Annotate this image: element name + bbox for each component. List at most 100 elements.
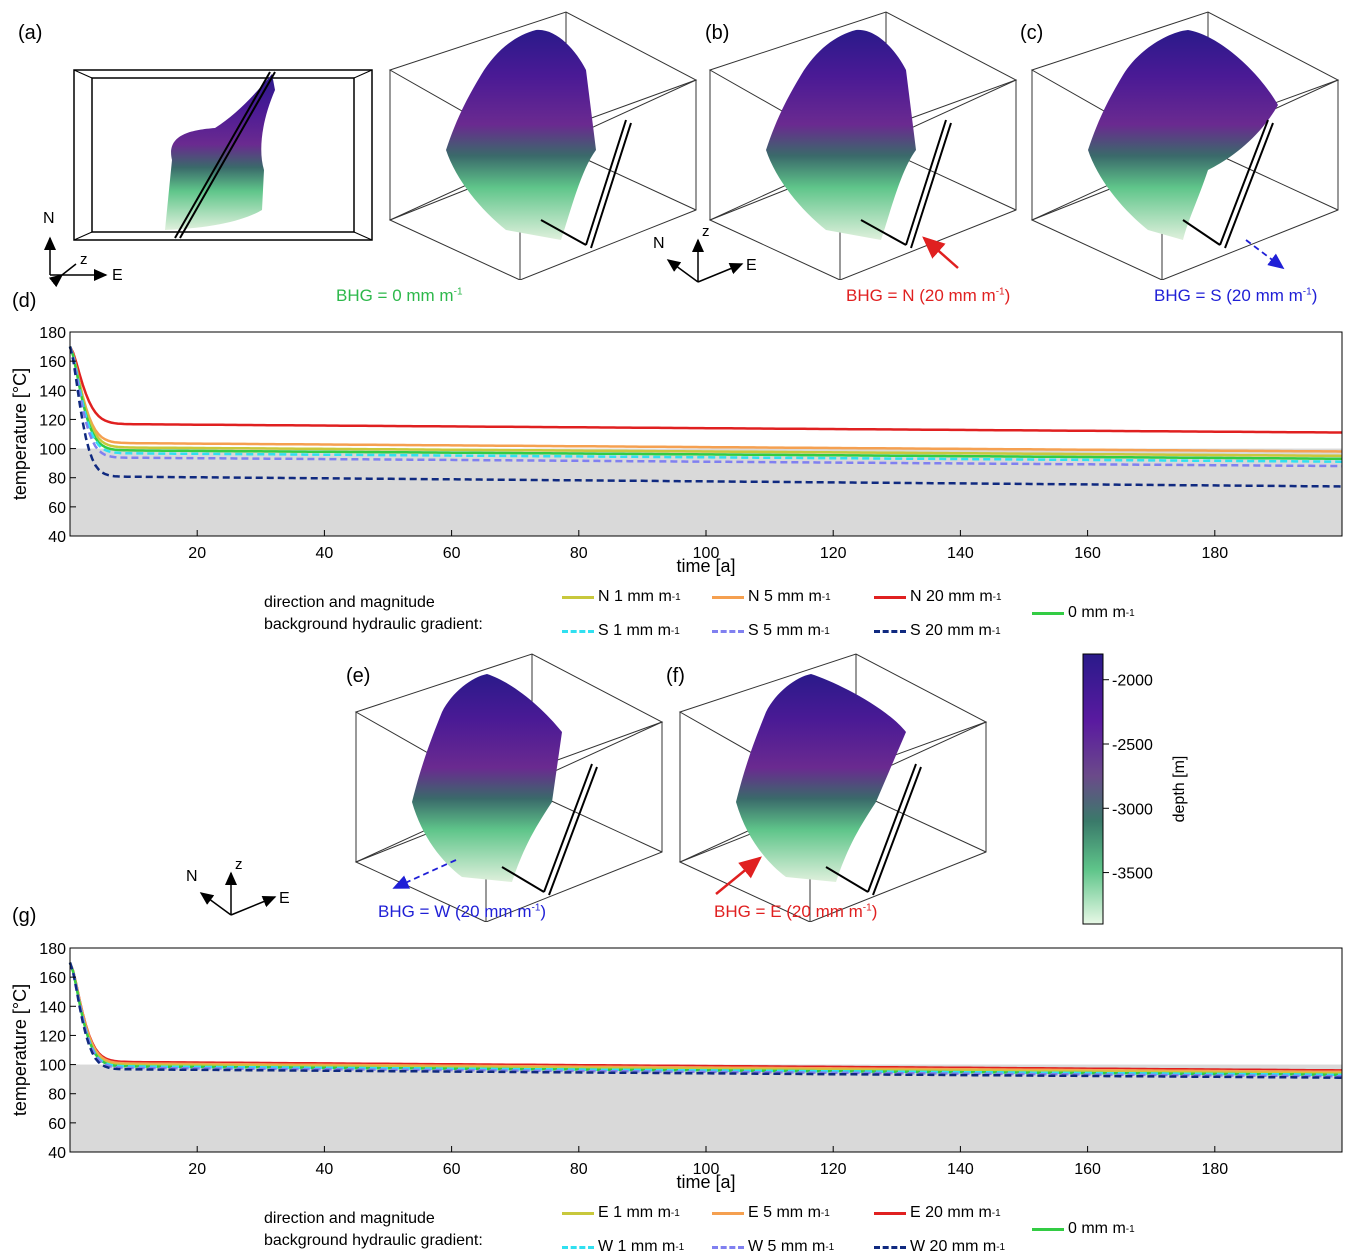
legend-label-exponent: -1 bbox=[675, 1241, 685, 1253]
legend-label: N 5 mm m bbox=[748, 588, 822, 605]
legend-label: N 1 mm m bbox=[598, 588, 672, 605]
y-tick-label: 60 bbox=[48, 1116, 66, 1133]
legend-g: E 1 mm m -1 E 5 mm m -1 E 20 mm m -1 W 1 mm m-… bbox=[562, 1204, 1172, 1260]
bhg-east-arrow bbox=[715, 856, 762, 895]
shaded-region-below-threshold bbox=[70, 448, 1342, 536]
z-axis-arrow bbox=[48, 263, 77, 288]
y-tick-label: 100 bbox=[39, 442, 66, 459]
bhg-label-zero: BHG = 0 mm m-1 bbox=[336, 286, 463, 305]
x-tick-label: 120 bbox=[820, 545, 847, 562]
legend-item: W 1 mm m -1 bbox=[562, 1238, 684, 1256]
legend-swatch bbox=[874, 1245, 906, 1249]
fracture-surface bbox=[446, 29, 596, 241]
panel-label-g: (g) bbox=[12, 905, 37, 927]
colorbar-gradient bbox=[1082, 653, 1104, 925]
legend-swatch bbox=[562, 629, 594, 633]
axis-glyph-n: N bbox=[653, 235, 665, 252]
y-tick-label: 160 bbox=[39, 354, 66, 371]
panel-label-d: (d) bbox=[12, 290, 37, 312]
legend-swatch bbox=[712, 1211, 744, 1215]
legend-label: 0 mm m bbox=[1068, 1220, 1126, 1237]
x-tick-label: 80 bbox=[570, 545, 588, 562]
series-line-W-1-mm-m-1 bbox=[68, 962, 1343, 1077]
legend-swatch bbox=[562, 595, 594, 599]
series-line-E-5-mm-m-1 bbox=[68, 962, 1343, 1074]
fracture-surface bbox=[766, 29, 916, 241]
x-axis-title: time [a] bbox=[676, 556, 735, 576]
colorbar-tick-label: -3000 bbox=[1112, 801, 1153, 818]
legend-label: E 5 mm m bbox=[748, 1204, 821, 1221]
bhg-label-south: BHG = S (20 mm m-1) bbox=[1154, 286, 1318, 305]
x-tick-label: 20 bbox=[188, 545, 206, 562]
legend-item: N 1 mm m -1 bbox=[562, 588, 681, 606]
legend-swatch bbox=[874, 595, 906, 599]
panel-a-3d-view bbox=[388, 11, 698, 280]
y-tick-label: 180 bbox=[39, 941, 66, 958]
series-line-E-1-mm-m-1 bbox=[68, 962, 1342, 1075]
y-tick-label: 40 bbox=[48, 1145, 66, 1162]
panel-label-f: (f) bbox=[666, 665, 685, 687]
legend-item: E 20 mm m -1 bbox=[874, 1204, 1001, 1222]
x-tick-label: 40 bbox=[316, 545, 334, 562]
axis-glyph-n: N bbox=[43, 210, 55, 227]
y-tick-label: 100 bbox=[39, 1058, 66, 1075]
colorbar-tick-label: -2000 bbox=[1112, 673, 1153, 690]
colorbar-title: depth [m] bbox=[1171, 756, 1188, 823]
x-tick-label: 80 bbox=[570, 1161, 588, 1178]
legend-item: 0 mm m -1 bbox=[1032, 604, 1135, 622]
legend-swatch bbox=[874, 1211, 906, 1215]
axis-glyph-e: E bbox=[112, 267, 123, 284]
y-tick-label: 140 bbox=[39, 383, 66, 400]
legend-item: E 1 mm m -1 bbox=[562, 1204, 680, 1222]
panel-label-c: (c) bbox=[1020, 22, 1044, 44]
y-tick-label: 160 bbox=[39, 970, 66, 987]
colorbar-depth: -2000 -2500 -3000 -3500 depth [m] bbox=[1082, 653, 1188, 925]
legend-label-exponent: -1 bbox=[991, 1207, 1001, 1219]
y-tick-label: 40 bbox=[48, 529, 66, 546]
legend-swatch bbox=[712, 1245, 744, 1249]
legend-label-exponent: -1 bbox=[991, 625, 1001, 637]
legend-label-exponent: -1 bbox=[820, 1207, 830, 1219]
series-line-E-20-mm-m-1 bbox=[68, 962, 1342, 1072]
chart-d-temperature: 20 40 60 80 100 120 140 160 180 40 60 80 100 120 140 16… bbox=[10, 325, 1343, 576]
legend-title-line1: direction and magnitude bbox=[264, 594, 435, 611]
y-axis-title: temperature [°C] bbox=[10, 984, 30, 1116]
legend-label-exponent: -1 bbox=[992, 591, 1002, 603]
series-line-N-1-mm-m-1 bbox=[68, 346, 1343, 458]
legend-label: S 5 mm m bbox=[748, 622, 821, 639]
chart-g-temperature: 20 40 60 80 100 120 140 160 180 40 60 80 100 120 140 16… bbox=[10, 941, 1343, 1192]
legend-label: N 20 mm m bbox=[910, 588, 993, 605]
x-axis-title: time [a] bbox=[676, 1172, 735, 1192]
bhg-south-arrow bbox=[1245, 239, 1285, 270]
legend-label-exponent: -1 bbox=[670, 1207, 680, 1219]
legend-swatch bbox=[562, 1211, 594, 1215]
series-line-N-20-mm-m-1 bbox=[68, 346, 1342, 434]
axis-glyph-z: z bbox=[80, 251, 88, 268]
legend-title-line2: background hydraulic gradient: bbox=[264, 1232, 483, 1249]
bhg-north-arrow bbox=[922, 236, 959, 269]
legend-title-line1: direction and magnitude bbox=[264, 1210, 435, 1227]
panel-c-3d-view bbox=[1030, 11, 1340, 280]
y-tick-label: 120 bbox=[39, 1028, 66, 1045]
axis-glyph-z: z bbox=[702, 223, 710, 240]
x-tick-label: 160 bbox=[1074, 1161, 1101, 1178]
axes-3d-glyph-top: N z E bbox=[653, 223, 757, 283]
panel-label-e: (e) bbox=[346, 665, 371, 687]
legend-item: 0 mm m -1 bbox=[1032, 1220, 1135, 1238]
series-line-W-5-mm-m-1 bbox=[68, 962, 1342, 1078]
legend-label-exponent: -1 bbox=[996, 1241, 1006, 1253]
legend-label-exponent: -1 bbox=[820, 625, 830, 637]
x-tick-label: 100 bbox=[693, 545, 720, 562]
x-tick-label: 20 bbox=[188, 1161, 206, 1178]
y-axis-title: temperature [°C] bbox=[10, 368, 30, 500]
legend-item: N 5 mm m -1 bbox=[712, 588, 831, 606]
axis-glyph-n: N bbox=[186, 868, 198, 885]
x-tick-label: 40 bbox=[316, 1161, 334, 1178]
x-tick-label: 120 bbox=[820, 1161, 847, 1178]
legend-swatch bbox=[712, 595, 744, 599]
legend-swatch bbox=[562, 1245, 594, 1249]
legend-item: W 5 mm m -1 bbox=[712, 1238, 834, 1256]
x-tick-label: 140 bbox=[947, 545, 974, 562]
axis-glyph-e: E bbox=[279, 890, 290, 907]
y-tick-label: 120 bbox=[39, 412, 66, 429]
